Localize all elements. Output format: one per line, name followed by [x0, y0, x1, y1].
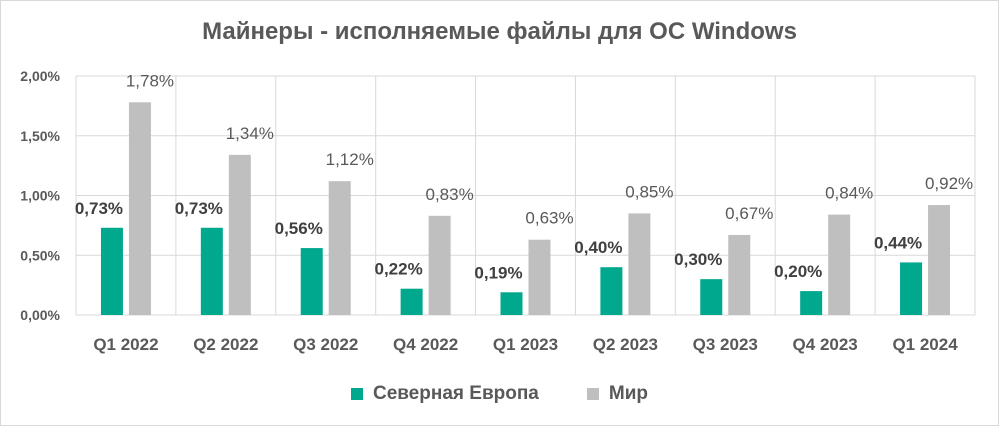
data-label-world: 0,85%: [625, 182, 673, 201]
legend-item-world: Мир: [586, 383, 649, 405]
chart-title: Майнеры - исполняемые файлы для ОС Windo…: [202, 18, 797, 45]
y-tick-label: 1,50%: [20, 128, 60, 144]
data-label-northern-europe: 0,73%: [175, 199, 223, 218]
x-tick-label: Q3 2023: [693, 335, 758, 354]
bar-northern-europe: [700, 279, 723, 315]
x-tick-label: Q1 2022: [93, 335, 158, 354]
data-label-northern-europe: 0,56%: [275, 219, 323, 238]
bar-northern-europe: [300, 248, 323, 315]
x-tick-label: Q1 2023: [493, 335, 558, 354]
data-label-northern-europe: 0,30%: [674, 250, 722, 269]
data-label-world: 0,83%: [426, 185, 474, 204]
bar-northern-europe: [500, 292, 523, 315]
data-label-northern-europe: 0,73%: [75, 199, 123, 218]
data-label-world: 0,67%: [725, 204, 773, 223]
legend-label-world: Мир: [608, 383, 649, 404]
bar-northern-europe: [400, 288, 423, 315]
bar-world: [828, 214, 851, 315]
bar-northern-europe: [800, 291, 823, 315]
data-label-northern-europe: 0,44%: [874, 233, 922, 252]
data-label-northern-europe: 0,19%: [474, 263, 522, 282]
data-label-northern-europe: 0,40%: [574, 238, 622, 257]
data-label-world: 0,63%: [525, 209, 573, 228]
x-tick-label: Q4 2022: [393, 335, 458, 354]
legend-label-northern-europe: Северная Европа: [372, 383, 539, 404]
bar-northern-europe: [100, 227, 123, 315]
bar-world: [428, 215, 451, 315]
data-label-northern-europe: 0,22%: [375, 260, 423, 279]
x-tick-label: Q2 2022: [193, 335, 258, 354]
bar-northern-europe: [200, 227, 223, 315]
y-tick-label: 2,00%: [20, 68, 60, 84]
y-tick-label: 0,00%: [20, 307, 60, 323]
data-label-world: 1,34%: [226, 124, 274, 143]
legend-swatch-world: [586, 388, 599, 400]
x-tick-label: Q4 2023: [793, 335, 858, 354]
bar-world: [728, 234, 751, 315]
x-tick-label: Q2 2023: [593, 335, 658, 354]
legend-swatch-northern-europe: [350, 388, 363, 400]
bar-world: [528, 239, 551, 315]
bar-world: [128, 102, 151, 315]
bar-world: [628, 213, 651, 315]
data-label-world: 0,84%: [825, 184, 873, 203]
y-tick-label: 0,50%: [20, 247, 60, 263]
bar-world: [928, 205, 951, 315]
chart-legend: Северная Европа Мир: [0, 383, 999, 405]
data-label-northern-europe: 0,20%: [774, 262, 822, 281]
data-label-world: 1,12%: [326, 150, 374, 169]
data-label-world: 0,92%: [925, 174, 973, 193]
x-tick-label: Q1 2024: [892, 335, 958, 354]
bar-world: [328, 181, 351, 315]
y-tick-label: 1,00%: [20, 188, 60, 204]
legend-item-northern-europe: Северная Европа: [350, 383, 539, 405]
bar-northern-europe: [900, 262, 923, 315]
x-tick-label: Q3 2022: [293, 335, 358, 354]
bar-world: [228, 154, 251, 315]
data-label-world: 1,78%: [126, 71, 174, 90]
bar-northern-europe: [600, 267, 623, 315]
